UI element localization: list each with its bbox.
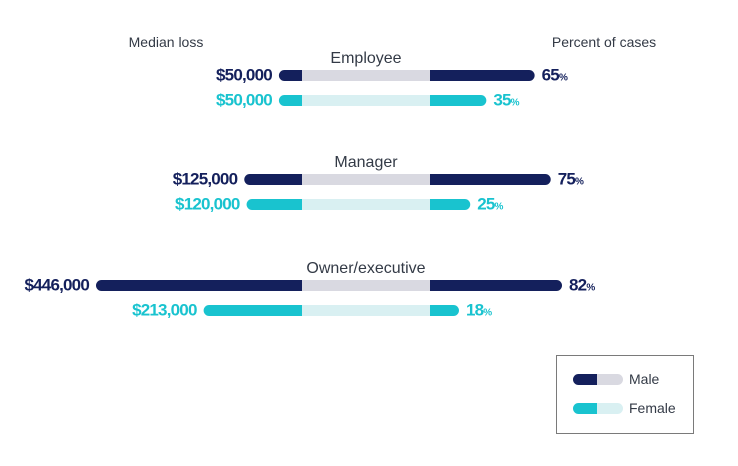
loss-label-male-manager: $125,000 bbox=[173, 170, 238, 189]
loss-label-female-owner-executive: $213,000 bbox=[132, 301, 197, 320]
percent-label-male-manager: 75% bbox=[558, 170, 584, 189]
legend-label-female: Female bbox=[629, 400, 676, 416]
legend: Male Female bbox=[556, 355, 694, 434]
legend-label-male: Male bbox=[629, 371, 660, 387]
percent-label-female-manager: 25% bbox=[477, 195, 503, 214]
percent-label-male-employee: 65% bbox=[542, 66, 568, 85]
percent-bar-female-employee bbox=[424, 95, 487, 106]
percent-label-male-owner-executive: 82% bbox=[569, 276, 595, 295]
category-label-employee: Employee bbox=[330, 50, 401, 67]
loss-label-female-manager: $120,000 bbox=[175, 195, 240, 214]
legend-swatch-female bbox=[573, 402, 623, 414]
legend-item-female: Female bbox=[573, 400, 676, 416]
loss-bar-female-owner-executive bbox=[203, 305, 308, 316]
percent-bar-female-manager bbox=[424, 199, 471, 210]
percent-label-female-owner-executive: 18% bbox=[466, 301, 492, 320]
center-track-female-manager bbox=[302, 199, 430, 210]
loss-bar-male-owner-executive bbox=[96, 280, 308, 291]
percent-bar-male-owner-executive bbox=[424, 280, 562, 291]
legend-swatch-male bbox=[573, 373, 623, 385]
category-label-owner-executive: Owner/executive bbox=[306, 260, 425, 277]
bars-group: Employee $50,000 65% $50,000 35% Manager $125,… bbox=[24, 50, 596, 320]
loss-bar-male-manager bbox=[244, 174, 308, 185]
center-track-female-owner-executive bbox=[302, 305, 430, 316]
percent-bar-female-owner-executive bbox=[424, 305, 459, 316]
center-track-male-manager bbox=[302, 174, 430, 185]
left-axis-header: Median loss bbox=[129, 34, 204, 50]
loss-label-female-employee: $50,000 bbox=[216, 91, 272, 110]
center-track-male-employee bbox=[302, 70, 430, 81]
category-label-manager: Manager bbox=[334, 154, 398, 171]
loss-bar-male-employee bbox=[278, 70, 308, 81]
loss-label-male-employee: $50,000 bbox=[216, 66, 272, 85]
loss-bar-female-manager bbox=[246, 199, 308, 210]
legend-item-male: Male bbox=[573, 371, 659, 387]
right-axis-header: Percent of cases bbox=[552, 34, 656, 50]
center-track-female-employee bbox=[302, 95, 430, 106]
percent-bar-male-employee bbox=[424, 70, 535, 81]
center-track-male-owner-executive bbox=[302, 280, 430, 291]
loss-bar-female-employee bbox=[278, 95, 308, 106]
loss-label-male-owner-executive: $446,000 bbox=[24, 276, 89, 295]
percent-bar-male-manager bbox=[424, 174, 551, 185]
percent-label-female-employee: 35% bbox=[493, 91, 519, 110]
